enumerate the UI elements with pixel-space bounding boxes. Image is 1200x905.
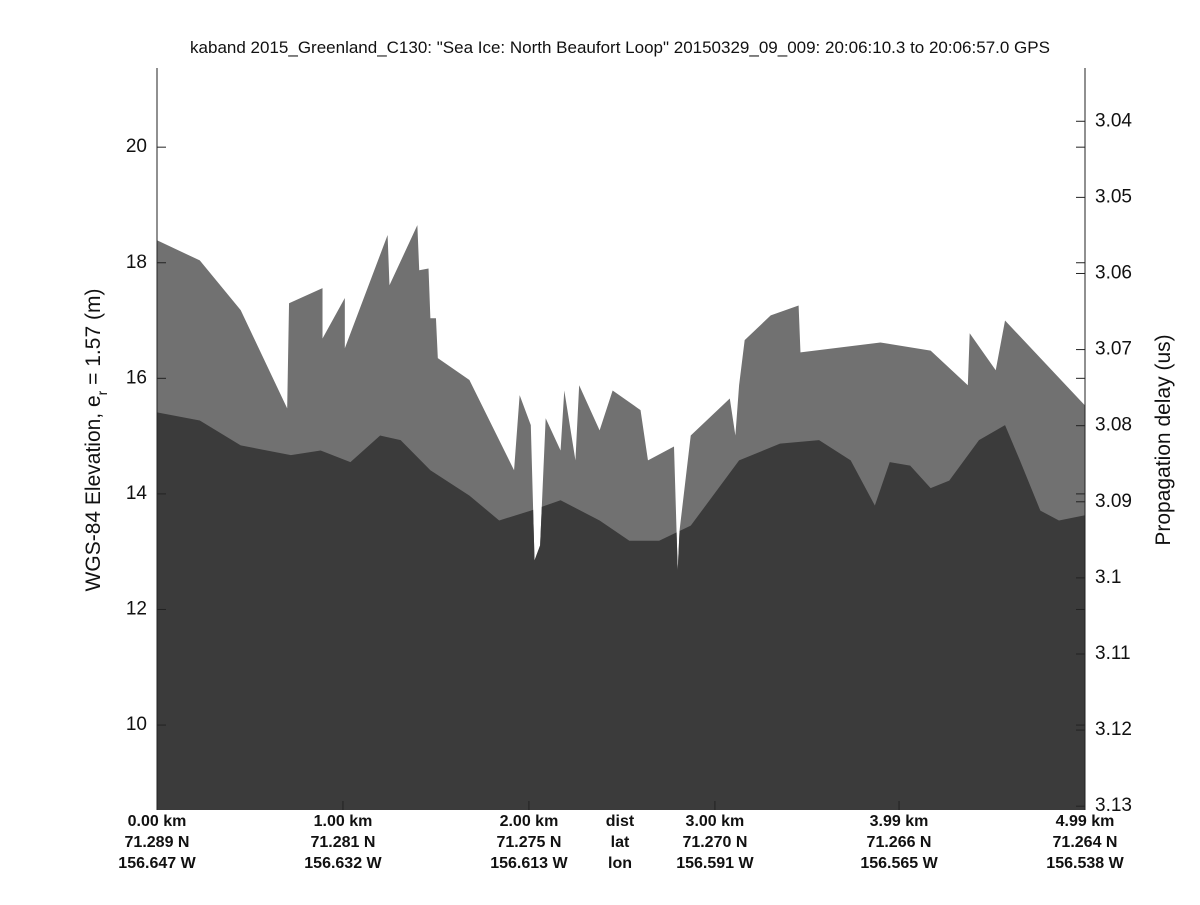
- y2-axis-label: Propagation delay (us): [1152, 334, 1175, 545]
- x-lon-label: 156.632 W: [304, 855, 382, 872]
- y2-tick-label: 3.08: [1095, 415, 1132, 436]
- chart-title: kaband 2015_Greenland_C130: "Sea Ice: No…: [190, 38, 1050, 57]
- x-row-label: lat: [611, 834, 630, 851]
- echo-area: [157, 412, 1085, 810]
- x-tick-label: 0.00 km: [128, 813, 187, 830]
- y2-tick-label: 3.12: [1095, 719, 1132, 740]
- y2-tick-label: 3.11: [1095, 643, 1131, 664]
- x-row-label: lon: [608, 855, 632, 872]
- x-tick-label: 2.00 km: [500, 813, 559, 830]
- x-lon-label: 156.591 W: [676, 855, 754, 872]
- x-row-label: dist: [606, 813, 635, 830]
- y2-tick-label: 3.05: [1095, 186, 1132, 207]
- x-lat-label: 71.289 N: [125, 834, 190, 851]
- y-tick-label: 12: [126, 598, 147, 619]
- y2-tick-label: 3.1: [1095, 567, 1121, 588]
- y-tick-label: 20: [126, 136, 147, 157]
- x-lat-label: 71.264 N: [1053, 834, 1118, 851]
- y2-tick-label: 3.06: [1095, 262, 1132, 283]
- x-lat-label: 71.270 N: [682, 834, 747, 851]
- x-lon-label: 156.538 W: [1046, 855, 1124, 872]
- x-lon-label: 156.613 W: [490, 855, 568, 872]
- y-tick-label: 18: [126, 252, 147, 273]
- x-lat-label: 71.266 N: [867, 834, 932, 851]
- y2-tick-label: 3.09: [1095, 491, 1132, 512]
- x-tick-label: 3.00 km: [686, 813, 745, 830]
- y-label-text: WGS-84 Elevation, e: [82, 395, 105, 591]
- y-label-text: = 1.57 (m): [82, 289, 105, 391]
- y2-tick-label: 3.13: [1095, 795, 1132, 816]
- y-label-sub: r: [94, 390, 110, 395]
- x-tick-label: 1.00 km: [314, 813, 373, 830]
- x-lat-label: 71.281 N: [311, 834, 376, 851]
- x-lat-label: 71.275 N: [496, 834, 561, 851]
- x-lon-label: 156.565 W: [860, 855, 938, 872]
- x-tick-label: 4.99 km: [1056, 813, 1115, 830]
- x-lon-label: 156.647 W: [118, 855, 196, 872]
- y2-tick-label: 3.04: [1095, 110, 1132, 131]
- y-tick-label: 16: [126, 367, 147, 388]
- x-tick-label: 3.99 km: [870, 813, 929, 830]
- y2-tick-label: 3.07: [1095, 339, 1132, 360]
- plot-area: [157, 225, 1085, 810]
- y-axis-label: WGS-84 Elevation, er = 1.57 (m): [82, 289, 110, 592]
- y-tick-label: 10: [126, 714, 147, 735]
- y-tick-label: 14: [126, 483, 148, 504]
